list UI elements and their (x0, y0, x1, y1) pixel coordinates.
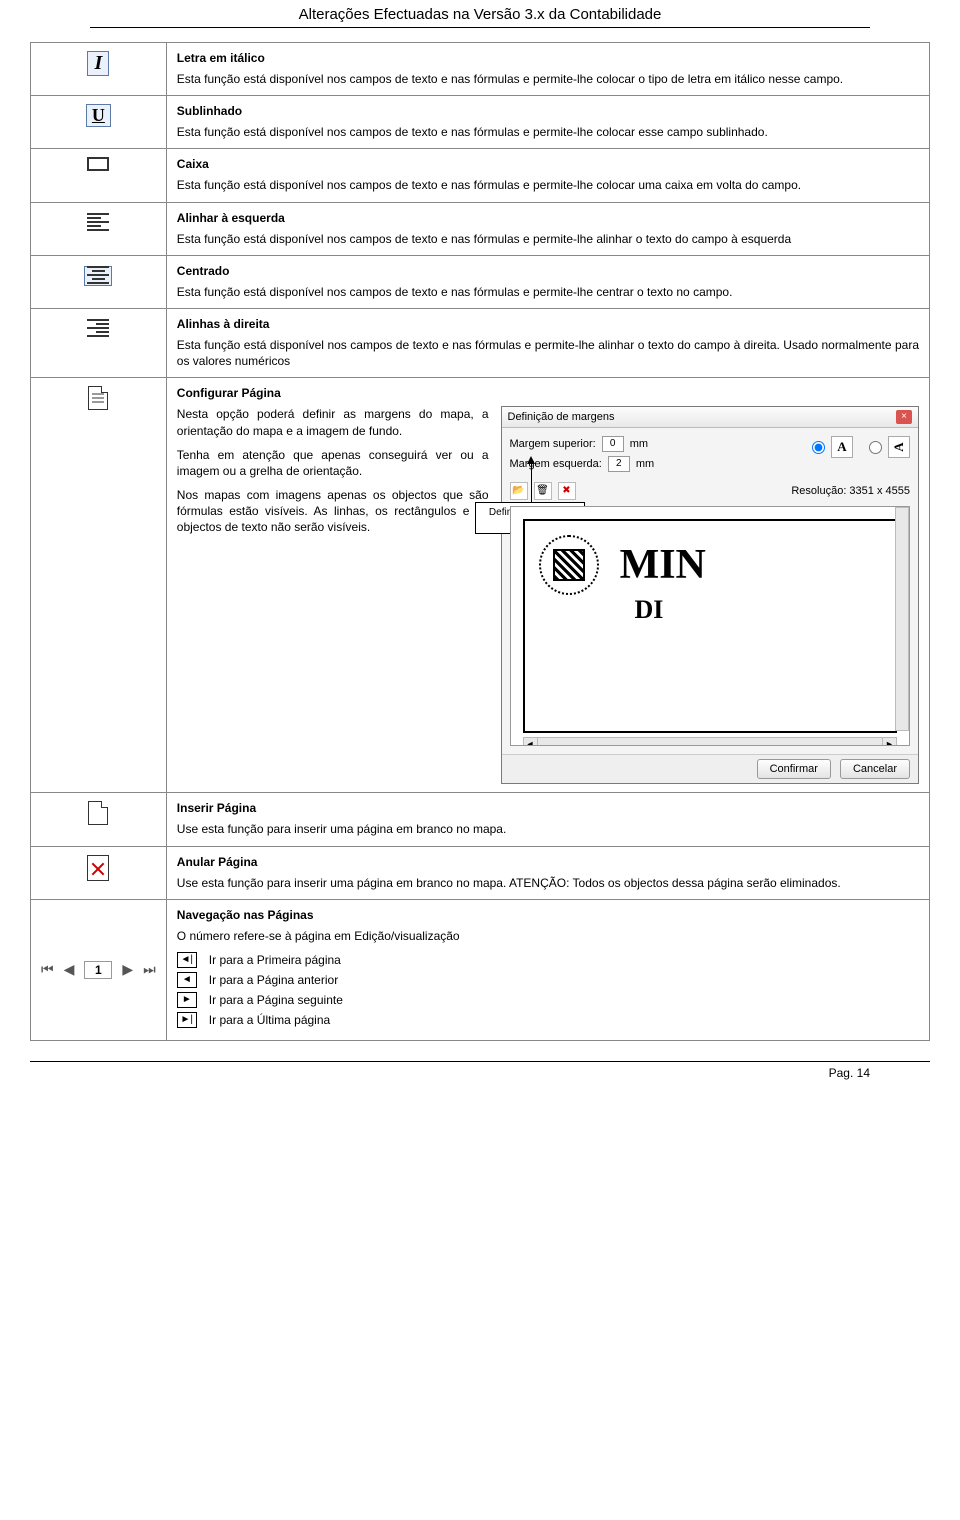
preview-title: MIN (620, 544, 706, 586)
nav-page-number: 1 (84, 961, 112, 979)
feature-table: I Letra em itálico Esta função está disp… (30, 42, 930, 1041)
nav-first-label: Ir para a Primeira página (209, 953, 341, 967)
config-title: Configurar Página (177, 386, 919, 400)
nav-next-icon[interactable]: ▶ (122, 961, 133, 978)
nav-first-icon[interactable]: ⏮ (41, 961, 54, 978)
page-setup-icon (88, 386, 108, 410)
align-left-icon (87, 211, 109, 227)
insert-body: Use esta função para inserir uma página … (177, 821, 919, 837)
nav-last-label: Ir para a Última página (209, 1013, 330, 1027)
preview-scroll-h[interactable]: ◄► (523, 737, 898, 746)
align-right-title: Alinhas à direita (177, 317, 919, 331)
margin-left-label: Margem esquerda: (510, 458, 602, 470)
insert-title: Inserir Página (177, 801, 919, 815)
page-navigator[interactable]: ⏮ ◀ 1 ▶ ⏭ (41, 961, 156, 979)
cancel-page-title: Anular Página (177, 855, 919, 869)
config-text: Nesta opção poderá definir as margens do… (177, 406, 489, 543)
orient-landscape-radio[interactable] (869, 441, 882, 454)
underline-title: Sublinhado (177, 104, 919, 118)
italic-body: Esta função está disponível nos campos d… (177, 71, 919, 87)
italic-icon-cell: I (31, 43, 167, 96)
box-body: Esta função está disponível nos campos d… (177, 177, 919, 193)
confirm-button[interactable]: Confirmar (757, 759, 831, 779)
nav-prev-btn-icon: ◄ (177, 972, 197, 988)
insert-page-icon (88, 801, 108, 825)
italic-row: Letra em itálico Esta função está dispon… (166, 43, 929, 96)
margin-left-input[interactable]: 2 (608, 456, 630, 472)
nav-title: Navegação nas Páginas (177, 908, 919, 922)
nav-next-btn-icon: ► (177, 992, 197, 1008)
emblem-icon (539, 535, 599, 595)
align-center-icon (87, 264, 109, 280)
box-title: Caixa (177, 157, 919, 171)
config-p2: Tenha em atenção que apenas conseguirá v… (177, 447, 489, 479)
margin-top-input[interactable]: 0 (602, 436, 624, 452)
page-preview: MIN DI ◄► (510, 506, 911, 746)
dialog-close-button[interactable]: × (896, 410, 912, 424)
nav-prev-icon[interactable]: ◀ (64, 961, 75, 978)
margin-left-unit: mm (636, 458, 654, 470)
cancel-page-icon (87, 855, 109, 881)
align-left-body: Esta função está disponível nos campos d… (177, 231, 919, 247)
margin-top-unit: mm (630, 438, 648, 450)
preview-subtitle: DI (635, 595, 882, 625)
italic-icon: I (87, 51, 109, 76)
cancel-button[interactable]: Cancelar (840, 759, 910, 779)
nav-prev-label: Ir para a Página anterior (209, 973, 338, 987)
align-center-body: Esta função está disponível nos campos d… (177, 284, 919, 300)
cancel-page-body: Use esta função para inserir uma página … (177, 875, 919, 891)
align-right-body: Esta função está disponível nos campos d… (177, 337, 919, 369)
dialog-title: Definição de margens (508, 411, 615, 423)
clear-image-button[interactable]: ✖ (558, 482, 576, 500)
nav-last-icon[interactable]: ⏭ (143, 961, 156, 978)
underline-body: Esta função está disponível nos campos d… (177, 124, 919, 140)
margin-top-label: Margem superior: (510, 438, 596, 450)
align-right-icon (87, 317, 109, 333)
orient-landscape-icon: A (888, 436, 910, 458)
page-footer: Pag. 14 (30, 1061, 930, 1080)
config-p3: Nos mapas com imagens apenas os objectos… (177, 487, 489, 536)
delete-image-button[interactable]: 🗑 (534, 482, 552, 500)
config-p1: Nesta opção poderá definir as margens do… (177, 406, 489, 438)
nav-next-label: Ir para a Página seguinte (209, 993, 343, 1007)
italic-title: Letra em itálico (177, 51, 919, 65)
preview-scroll-v[interactable] (895, 507, 909, 731)
nav-last-btn-icon: ►| (177, 1012, 197, 1028)
page-header: Alterações Efectuadas na Versão 3.x da C… (90, 0, 870, 28)
nav-first-btn-icon: ◄| (177, 952, 197, 968)
open-image-button[interactable]: 📂 (510, 482, 528, 500)
align-center-title: Centrado (177, 264, 919, 278)
resolution-label: Resolução: 3351 x 4555 (791, 485, 910, 497)
callout-line (531, 462, 532, 502)
nav-intro: O número refere-se à página em Edição/vi… (177, 928, 919, 944)
orient-portrait-icon: A (831, 436, 853, 458)
box-icon (87, 157, 109, 171)
align-left-title: Alinhar à esquerda (177, 211, 919, 225)
underline-icon: U (86, 104, 111, 127)
orient-portrait-radio[interactable] (812, 441, 825, 454)
margins-dialog: Definição de margens × Margem superior: … (501, 406, 920, 784)
